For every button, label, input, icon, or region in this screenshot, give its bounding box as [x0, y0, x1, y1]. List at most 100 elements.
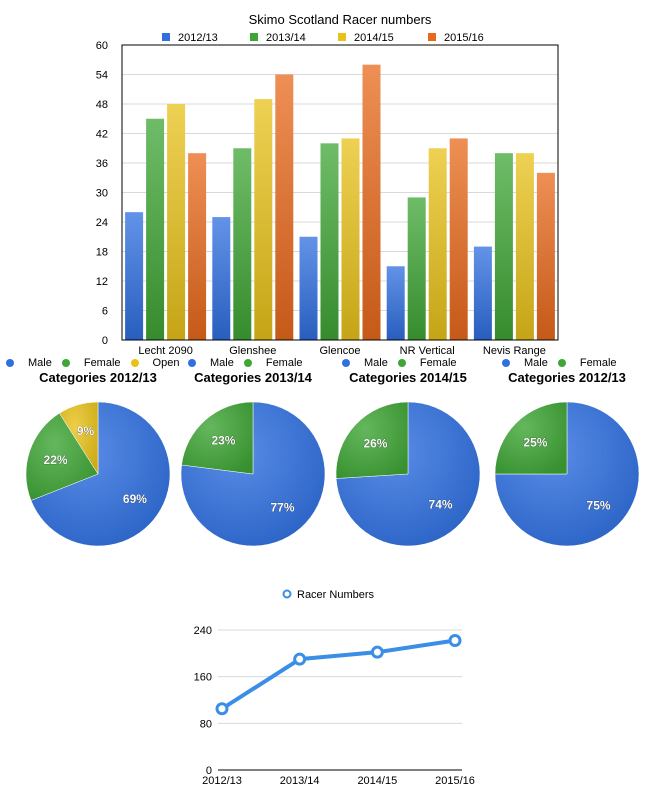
- pie-slice: [335, 401, 409, 479]
- line-series-path: [220, 638, 456, 711]
- pie-legend-2013-14: Male Female: [188, 356, 313, 370]
- pie-legend-dot: [6, 359, 14, 367]
- pie-title: Categories 2012/13: [508, 370, 626, 385]
- bar: [428, 148, 447, 340]
- bar-chart: Skimo Scotland Racer numbers 2012/13 2013…: [96, 12, 559, 357]
- pie-chart-2014-15: Categories 2014/15 74% 26%: [328, 370, 488, 550]
- pie-slice: [59, 401, 99, 475]
- bar-legend-swatch: [338, 33, 346, 41]
- bar: [362, 64, 381, 341]
- pie-legend-dot: [397, 359, 406, 367]
- pie-legend-dot: [61, 359, 70, 367]
- line-x-tick-label: 2013/14: [280, 775, 320, 787]
- pie-legend-dot: [502, 359, 510, 367]
- bar-chart-bars: [125, 64, 555, 341]
- bar-x-tick-label: Nevis Range: [483, 345, 546, 357]
- bar-legend-swatch: [250, 33, 258, 41]
- bar: [536, 172, 555, 340]
- bar-chart-x-ticks: Lecht 2090 Glenshee Glencoe NR Vertical Nevi…: [138, 345, 546, 357]
- line-y-tick-label: 160: [194, 672, 212, 684]
- pie-legend-item: Female: [397, 357, 457, 369]
- pie-legend-dot: [342, 359, 350, 367]
- bar: [212, 217, 231, 340]
- pie-legend-label: Female: [83, 357, 121, 369]
- pie-slice: [30, 401, 171, 547]
- line-point: [448, 634, 462, 647]
- pie-legend-dot: [557, 359, 566, 367]
- pie-legend-2014-15: Male Female: [342, 356, 467, 370]
- pie-legend-item: Male: [502, 357, 548, 369]
- bar-x-tick-label: Lecht 2090: [138, 345, 192, 357]
- pie-legend-label: Female: [265, 357, 303, 369]
- bar: [146, 118, 165, 340]
- bar-legend-label: 2015/16: [444, 32, 484, 44]
- bar-legend-swatch: [162, 33, 170, 41]
- bar-x-tick-label: NR Vertical: [400, 345, 455, 357]
- line-x-tick-label: 2012/13: [202, 775, 242, 787]
- bar: [407, 197, 426, 340]
- bar-legend-label: 2013/14: [266, 32, 306, 44]
- bar-y-tick-label: 60: [96, 40, 108, 52]
- bar: [125, 212, 144, 340]
- pie-legend-label: Male: [28, 357, 52, 369]
- bar: [254, 99, 273, 340]
- bar-x-tick-label: Glenshee: [229, 345, 276, 357]
- line-chart-y-ticks: 0 80 160 240: [194, 625, 212, 777]
- bar-y-tick-label: 36: [96, 158, 108, 170]
- bar-legend-label: 2012/13: [178, 32, 218, 44]
- bar: [233, 148, 252, 340]
- pie-slice-label: 25%: [523, 435, 547, 449]
- pie-title: Categories 2013/14: [194, 370, 312, 385]
- pie-legend-item: Female: [557, 357, 617, 369]
- pie-slice-label: 23%: [211, 434, 235, 448]
- bar: [299, 236, 318, 340]
- bar-y-tick-label: 0: [102, 335, 108, 347]
- pie-legend-dot: [130, 359, 139, 367]
- pie-legend-2012-13-second: Male Female: [502, 356, 627, 370]
- bar-y-tick-label: 48: [96, 99, 108, 111]
- line-point: [370, 645, 384, 659]
- pie-slice-label: 22%: [44, 453, 68, 467]
- pie-svg: 77% 23%: [180, 401, 326, 547]
- bar-chart-y-ticks: 0 6 12 18 24 30 36 42 48 54 60: [96, 40, 108, 347]
- line-y-tick-label: 80: [200, 718, 212, 730]
- pie-legend-item: Male: [188, 357, 234, 369]
- pie-slice: [181, 401, 254, 475]
- pie-legend-item: Female: [243, 357, 303, 369]
- bar: [515, 153, 534, 340]
- pie-slice-label: 69%: [123, 492, 147, 506]
- line-chart-x-ticks: 2012/13 2013/14 2014/15 2015/16: [202, 775, 475, 787]
- line-point: [293, 652, 307, 666]
- line-chart-gridlines: [218, 629, 462, 771]
- pie-svg: 75% 25%: [494, 401, 640, 547]
- bar-chart-frame: [121, 44, 559, 341]
- bar: [341, 138, 360, 340]
- pie-legend-item: Male: [6, 357, 52, 369]
- pie-chart-2012-13-second: Categories 2012/13 75% 25%: [487, 370, 647, 550]
- bar-y-tick-label: 12: [96, 276, 108, 288]
- pie-legend-dot: [243, 359, 252, 367]
- pie-legend-label: Female: [419, 357, 457, 369]
- bar-legend-label: 2014/15: [354, 32, 394, 44]
- pie-slice-label: 75%: [587, 499, 611, 513]
- pie-svg: 69% 22% 9%: [25, 401, 171, 547]
- pie-title: Categories 2014/15: [349, 370, 467, 385]
- pie-slice: [494, 401, 568, 475]
- pie-legend-label: Female: [579, 357, 617, 369]
- line-legend-label: Racer Numbers: [297, 589, 375, 601]
- line-point: [215, 702, 229, 716]
- bar: [188, 153, 207, 340]
- pie-legend-label: Male: [524, 357, 548, 369]
- bar-chart-title: Skimo Scotland Racer numbers: [249, 12, 432, 27]
- line-legend-marker: [282, 589, 292, 599]
- bar-y-tick-label: 30: [96, 188, 108, 200]
- bar-y-tick-label: 54: [96, 70, 108, 82]
- line-chart-series: [215, 634, 462, 716]
- bar: [473, 246, 492, 340]
- pie-legend-label: Male: [210, 357, 234, 369]
- pie-legend-dot: [188, 359, 196, 367]
- pie-legend-2012-13: Male Female Open: [6, 356, 189, 370]
- line-x-tick-label: 2015/16: [435, 775, 475, 787]
- pie-slice: [25, 412, 99, 501]
- pie-legend-label: Male: [364, 357, 388, 369]
